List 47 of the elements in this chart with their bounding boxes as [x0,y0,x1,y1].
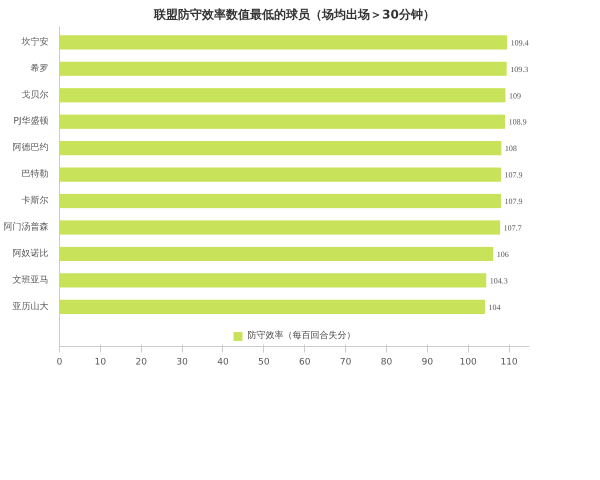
y-tick-label: 阿奴诺比 [12,248,48,259]
legend-label: 防守效率（每百回合失分） [248,330,356,342]
bar [60,300,486,314]
bar [60,273,486,288]
data-label: 109.4 [510,38,529,48]
data-label: 108.9 [508,118,527,127]
x-tick-label: 90 [422,358,434,368]
x-tick-label: 80 [380,358,392,368]
y-tick-label: 坎宁安 [20,36,48,48]
y-tick-label: 阿门汤普森 [4,221,48,232]
data-label: 107.9 [504,170,522,180]
x-tick-label: 0 [56,358,63,368]
x-tick-label: 60 [298,358,311,368]
y-tick-label: 文班亚马 [12,274,48,286]
x-tick-label: 40 [217,358,229,368]
bar [60,194,501,208]
data-label: 104 [488,302,501,312]
y-tick-label: 阿德巴约 [12,142,48,154]
data-label: 106 [496,250,509,259]
x-tick-label: 70 [340,358,352,368]
bar [60,141,502,156]
data-label: 109 [508,91,521,100]
data-label: 107.7 [504,223,522,232]
bar [60,88,506,102]
bar [60,62,507,76]
x-tick-label: 20 [136,358,148,368]
chart-title: 联盟防守效率数值最低的球员（场均出场＞30分钟） [153,8,435,22]
y-tick-label: 戈贝尔 [22,89,48,100]
bar [60,167,501,182]
bar [60,220,500,235]
x-tick-label: 50 [258,358,270,368]
y-tick-label: PJ华盛顿 [13,116,49,127]
data-label: 107.9 [504,197,522,206]
bar [60,35,508,50]
data-label: 104.3 [490,276,508,286]
y-tick-label: 巴特勒 [22,168,48,180]
x-tick-label: 30 [176,358,188,368]
y-tick-label: 卡斯尔 [22,195,48,206]
x-tick-label: 110 [500,358,518,368]
y-tick-label: 亚历山大 [12,300,48,312]
bar [60,246,494,262]
data-label: 109.3 [510,64,528,74]
bar [60,114,506,129]
data-label: 108 [504,144,517,154]
x-tick-label: 100 [460,358,478,368]
y-tick-label: 希罗 [30,62,48,74]
x-tick-label: 10 [94,358,106,368]
